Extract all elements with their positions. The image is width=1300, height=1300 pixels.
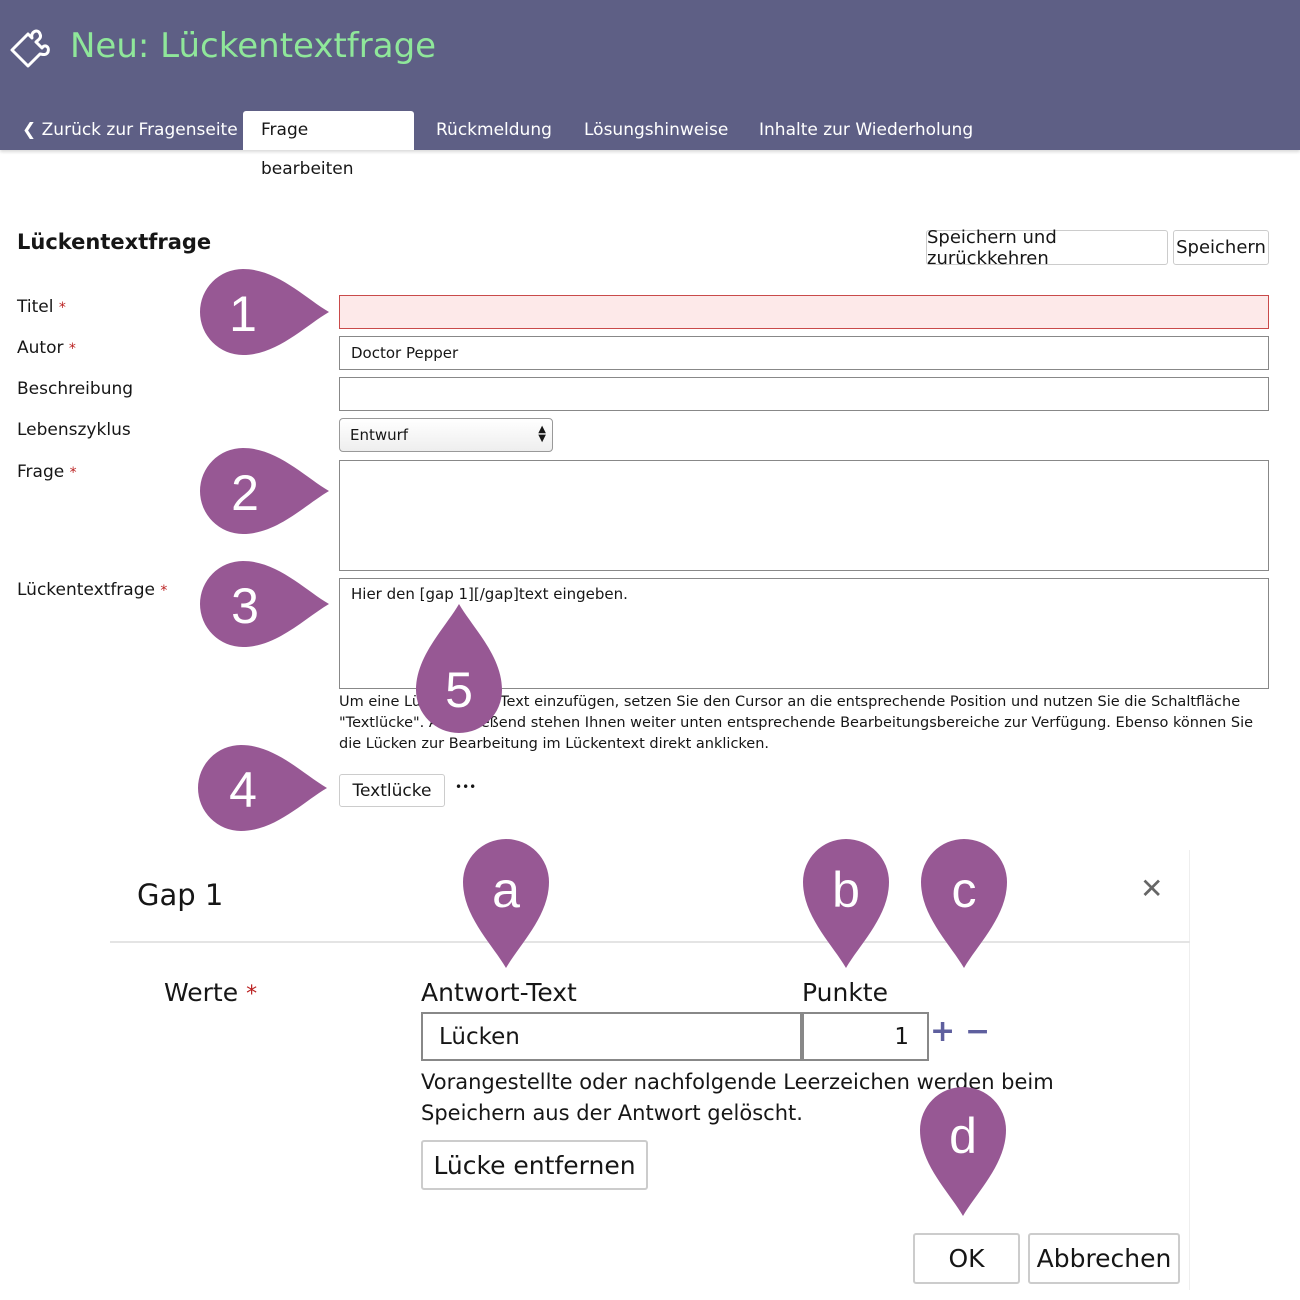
lifecycle-label: Lebenszyklus [17,420,131,440]
divider [110,941,1190,943]
select-arrows-icon: ▲ ▼ [538,424,546,444]
svg-text:4: 4 [229,762,257,818]
marker-d: d [920,1087,1006,1216]
title-input[interactable] [339,295,1269,329]
save-button[interactable]: Speichern [1173,230,1269,265]
add-answer-icon[interactable]: + [930,1014,956,1049]
svg-text:2: 2 [231,465,259,521]
remove-gap-button[interactable]: Lücke entfernen [421,1140,648,1190]
description-input[interactable] [339,377,1269,411]
tab-hints[interactable]: Lösungshinweise [584,120,729,140]
svg-text:3: 3 [231,578,259,634]
puzzle-icon [10,29,50,68]
chevron-left-icon: ❮ [22,120,42,140]
form-heading: Lückentextfrage [17,230,212,254]
tab-feedback[interactable]: Rückmeldung [436,120,552,140]
remove-answer-icon[interactable]: − [965,1014,991,1049]
question-label: Frage * [17,462,77,482]
marker-1: 1 [200,269,329,355]
insert-gap-button[interactable]: Textlücke [339,774,445,807]
cloze-help-text: Um eine Lücke in den Text einzufügen, se… [339,694,1254,752]
tab-edit-question[interactable]: Frage bearbeiten [243,111,414,179]
question-textarea[interactable] [339,460,1269,571]
marker-4: 4 [198,745,327,831]
description-label: Beschreibung [17,379,134,399]
cloze-label: Lückentextfrage * [17,580,168,600]
marker-c: c [921,839,1007,968]
tab-back[interactable]: ❮ Zurück zur Fragenseite [22,120,238,140]
author-label: Autor * [17,338,76,358]
marker-a: a [463,839,549,968]
title-label: Titel * [17,297,66,317]
author-input[interactable]: Doctor Pepper [339,336,1269,370]
page-title: Neu: Lückentextfrage [70,26,437,66]
close-icon[interactable]: ✕ [1140,872,1164,905]
marker-2: 2 [200,448,329,534]
points-input[interactable]: 1 [802,1012,929,1061]
gap-dialog: Gap 1 ✕ Werte * Antwort-Text Punkte Lück… [110,850,1190,1290]
svg-text:c: c [952,862,977,918]
answer-header: Antwort-Text [421,978,577,1007]
svg-text:d: d [949,1108,977,1164]
gap-title: Gap 1 [137,878,224,912]
svg-text:5: 5 [445,662,473,718]
points-header: Punkte [802,978,888,1007]
more-options-icon[interactable]: ••• [455,780,477,794]
answer-input[interactable]: Lücken [421,1012,802,1061]
tab-review[interactable]: Inhalte zur Wiederholung [759,120,974,140]
header-bar: Neu: Lückentextfrage ❮ Zurück zur Fragen… [0,0,1300,179]
svg-text:1: 1 [229,286,257,342]
svg-text:b: b [832,862,860,918]
cancel-button[interactable]: Abbrechen [1028,1233,1180,1284]
marker-b: b [803,839,889,968]
marker-3: 3 [200,561,329,647]
marker-5: 5 [416,604,502,733]
svg-text:a: a [492,862,520,918]
save-return-button[interactable]: Speichern und zurückkehren [926,227,1168,269]
ok-button[interactable]: OK [913,1233,1020,1284]
lifecycle-select[interactable]: Entwurf ▲ ▼ [339,418,553,452]
values-label: Werte * [164,978,258,1007]
